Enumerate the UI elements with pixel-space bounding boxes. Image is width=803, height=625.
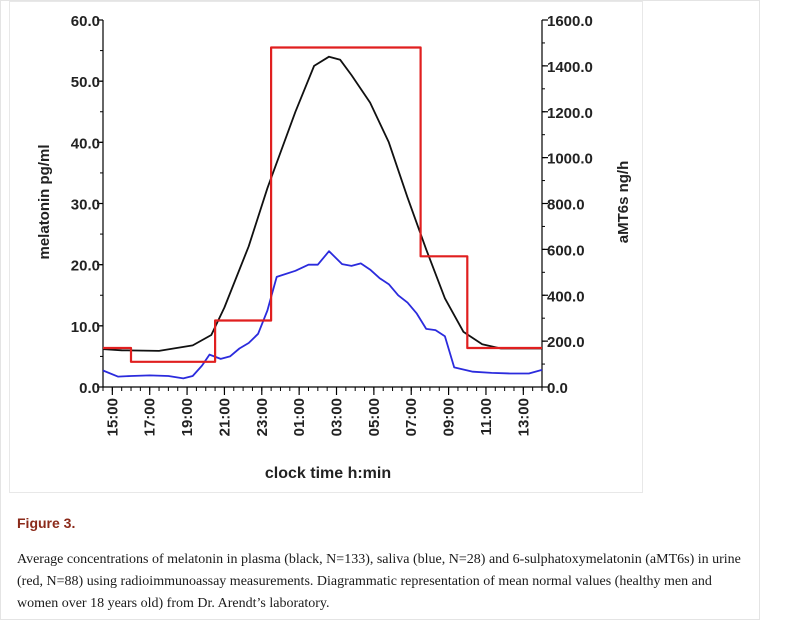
y-tick-label-left: 30.0 <box>71 197 100 214</box>
figure-caption: Average concentrations of melatonin in p… <box>17 552 741 611</box>
series-line-2 <box>103 46 542 363</box>
y-tick-label-left: 20.0 <box>71 258 100 275</box>
figure-frame: melatonin pg/ml aMT6s ng/h clock time h:… <box>0 0 760 620</box>
series-line-0 <box>102 55 542 352</box>
x-axis-title: clock time h:min <box>265 465 391 482</box>
x-tick-label: 17:00 <box>142 398 159 436</box>
figure-label: Figure 3. <box>17 515 76 531</box>
y-tick-label-right: 800.0 <box>547 197 585 214</box>
y-tick-label-left: 0.0 <box>79 380 100 397</box>
y-tick-label-left: 40.0 <box>71 135 100 152</box>
y-tick-label-right: 1400.0 <box>547 59 593 76</box>
y-tick-label-right: 200.0 <box>547 334 585 351</box>
y-tick-label-right: 1200.0 <box>547 105 593 122</box>
series-line-1 <box>102 250 543 380</box>
x-tick-label: 23:00 <box>254 398 271 436</box>
y-tick-label-left: 10.0 <box>71 319 100 336</box>
melatonin-chart: melatonin pg/ml aMT6s ng/h clock time h:… <box>36 13 632 482</box>
x-tick-label: 21:00 <box>216 398 233 436</box>
y-tick-label-right: 0.0 <box>547 380 568 397</box>
y-tick-label-right: 400.0 <box>547 288 585 305</box>
x-tick-label: 03:00 <box>329 398 346 436</box>
x-tick-label: 11:00 <box>478 398 495 436</box>
chart-panel: melatonin pg/ml aMT6s ng/h clock time h:… <box>9 1 643 493</box>
x-tick-label: 07:00 <box>403 398 420 436</box>
x-tick-label: 19:00 <box>179 398 196 436</box>
y-tick-label-left: 60.0 <box>71 13 100 30</box>
x-tick-label: 15:00 <box>104 398 121 436</box>
y-axis-right-title: aMT6s ng/h <box>615 161 632 244</box>
x-tick-label: 01:00 <box>291 398 308 436</box>
y-tick-label-right: 600.0 <box>547 242 585 259</box>
y-axis-left-title: melatonin pg/ml <box>36 144 53 259</box>
x-tick-label: 09:00 <box>441 398 458 436</box>
y-tick-label-right: 1600.0 <box>547 13 593 30</box>
y-tick-label-left: 50.0 <box>71 74 100 91</box>
x-tick-label: 13:00 <box>515 398 532 436</box>
x-tick-label: 05:00 <box>366 398 383 436</box>
y-tick-label-right: 1000.0 <box>547 151 593 168</box>
